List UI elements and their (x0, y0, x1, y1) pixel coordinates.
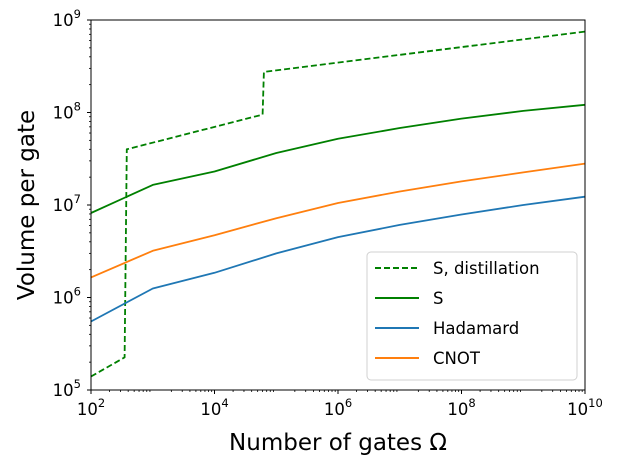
x-tick-label: 108 (447, 396, 475, 419)
ticks-layer: 102 104 106 108 1010 105 106 107 108 109 (53, 7, 603, 419)
y-tick-label: 109 (53, 7, 81, 30)
x-tick-label: 104 (200, 396, 228, 419)
y-tick-label: 108 (53, 100, 81, 123)
x-axis-label: Number of gates Ω (229, 430, 447, 456)
legend-item: S, distillation (375, 259, 540, 278)
series-layer (90, 30, 586, 378)
legend-label: CNOT (433, 349, 481, 368)
legend-box (366, 251, 578, 381)
x-tick-label: 102 (77, 396, 105, 419)
legend-item: Hadamard (375, 319, 519, 338)
y-tick-label: 106 (53, 285, 81, 308)
x-tick-label: 1010 (567, 396, 603, 419)
y-tick-label: 105 (53, 377, 81, 400)
x-tick-label: 106 (324, 396, 352, 419)
legend: S, distillation S Hadamard CNOT (366, 251, 578, 381)
legend-label: S, distillation (433, 259, 540, 278)
legend-label: Hadamard (433, 319, 519, 338)
plot-frame (90, 19, 586, 391)
series-line-hadamard (90, 195, 586, 323)
y-axis-label: Volume per gate (14, 110, 40, 300)
series-line-cnot (90, 162, 586, 279)
series-line-s-distillation (90, 30, 586, 378)
legend-item: CNOT (375, 349, 481, 368)
series-line-s (90, 103, 586, 214)
y-tick-label: 107 (53, 192, 81, 215)
legend-item: S (375, 289, 443, 308)
legend-label: S (433, 289, 443, 308)
